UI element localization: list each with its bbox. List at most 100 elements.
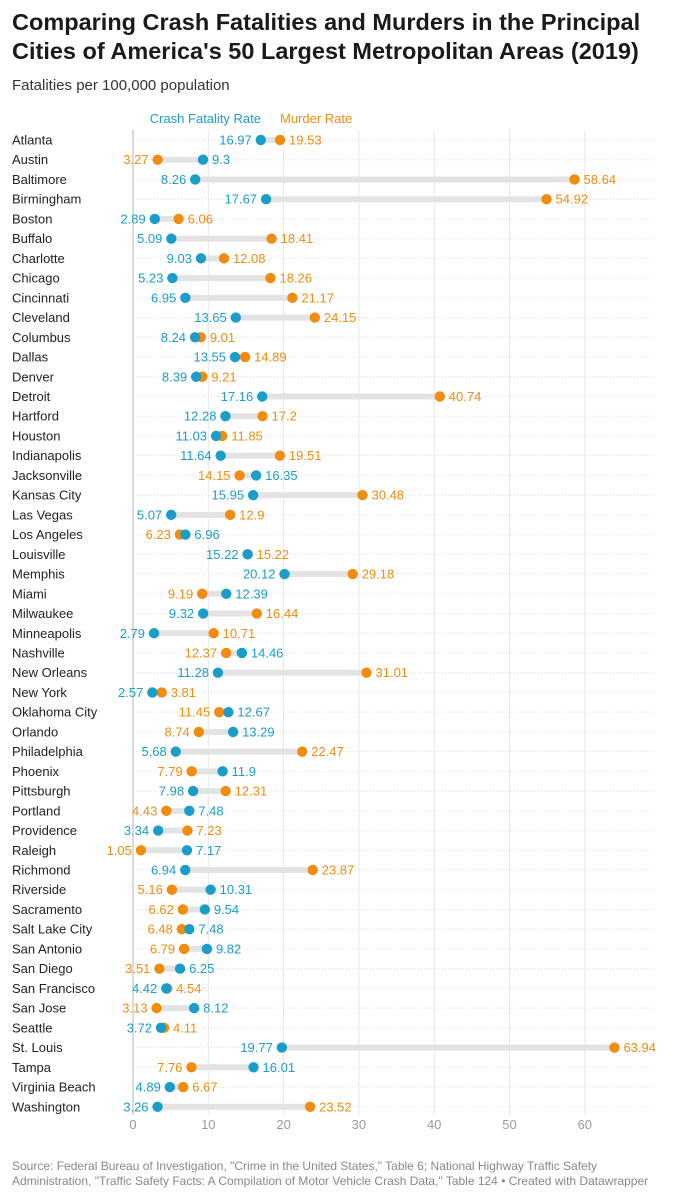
data-row: San Francisco 4.42 4.54 (12, 981, 201, 996)
category-label: Columbus (12, 330, 71, 345)
crash-value-label: 6.96 (194, 527, 219, 542)
crash-dot (197, 608, 209, 619)
crash-value-label: 8.24 (161, 330, 186, 345)
murder-dot (197, 588, 208, 599)
murder-value-label: 7.79 (157, 764, 182, 779)
murder-dot (257, 411, 268, 422)
crash-value-label: 6.25 (189, 961, 214, 976)
crash-dot (174, 963, 186, 974)
murder-value-label: 7.76 (157, 1060, 182, 1075)
data-row: Virginia Beach 4.89 6.67 (12, 1080, 218, 1095)
category-label: San Antonio (12, 941, 82, 956)
crash-value-label: 7.48 (198, 803, 223, 818)
category-label: Phoenix (12, 764, 59, 779)
data-row: Washington 3.26 23.52 (12, 1099, 352, 1114)
category-label: Portland (12, 803, 60, 818)
crash-value-label: 2.57 (118, 685, 143, 700)
crash-dot (180, 292, 191, 304)
x-axis: 0 10 20 30 40 50 60 (129, 1117, 592, 1132)
data-row: Riverside 5.16 10.31 (12, 882, 252, 897)
crash-dot (260, 193, 272, 205)
crash-dot (248, 1062, 259, 1073)
crash-dot (184, 805, 195, 817)
crash-dot (221, 588, 232, 599)
murder-value-label: 9.21 (211, 369, 236, 384)
category-label: Charlotte (12, 251, 65, 266)
crash-value-label: 11.28 (177, 665, 209, 680)
murder-value-label: 9.19 (168, 586, 193, 601)
category-label: Denver (12, 369, 55, 384)
murder-dot (161, 805, 172, 817)
crash-dot (189, 332, 201, 343)
category-label: Cleveland (12, 310, 70, 325)
murder-dot (307, 864, 318, 876)
crash-value-label: 9.32 (169, 606, 194, 621)
crash-dot (165, 509, 177, 521)
data-row: Chicago 5.23 18.26 (12, 271, 312, 286)
category-label: Tampa (12, 1060, 52, 1075)
murder-dot (208, 628, 219, 639)
crash-dot (180, 529, 191, 540)
crash-dot (170, 746, 181, 757)
crash-dot (217, 766, 228, 777)
data-row: Orlando 8.74 13.29 (12, 724, 275, 739)
data-row: Detroit 17.16 40.74 (12, 389, 481, 404)
murder-dot (224, 509, 236, 521)
crash-dot (188, 1002, 200, 1014)
crash-value-label: 5.09 (137, 231, 162, 246)
crash-value-label: 13.65 (194, 310, 227, 325)
data-row: Phoenix 7.79 11.9 (12, 764, 256, 779)
crash-dot (229, 351, 241, 363)
crash-value-label: 6.95 (151, 290, 176, 305)
murder-dot (177, 904, 189, 915)
data-row: Los Angeles 6.23 6.96 (12, 527, 220, 542)
murder-value-label: 24.15 (324, 310, 357, 325)
murder-value-label: 19.53 (289, 133, 322, 148)
murder-value-label: 30.48 (372, 488, 405, 503)
data-row: Jacksonville 14.15 16.35 (12, 468, 298, 483)
crash-dot (180, 864, 191, 876)
crash-value-label: 15.22 (206, 547, 239, 562)
murder-dot (182, 825, 193, 836)
murder-dot (287, 292, 298, 304)
murder-dot (347, 568, 358, 580)
data-row: San Jose 3.13 8.12 (12, 1001, 228, 1016)
murder-dot (214, 706, 225, 718)
crash-value-label: 12.67 (237, 705, 270, 720)
murder-dot (265, 272, 276, 284)
murder-value-label: 12.08 (233, 251, 266, 266)
category-label: Detroit (12, 389, 51, 404)
crash-dot (161, 983, 172, 994)
data-row: Oklahoma City 11.45 12.67 (12, 705, 270, 720)
murder-value-label: 8.74 (164, 724, 189, 739)
data-row: Pittsburgh 7.98 12.31 (12, 784, 267, 799)
data-row: Sacramento 6.62 9.54 (12, 902, 239, 917)
crash-value-label: 17.67 (225, 192, 258, 207)
data-row: Denver 8.39 9.21 (12, 369, 237, 384)
chart-title: Comparing Crash Fatalities and Murders i… (12, 9, 641, 64)
crash-value-label: 5.68 (141, 744, 166, 759)
crash-dot (166, 233, 177, 244)
category-label: Kansas City (12, 488, 82, 503)
murder-value-label: 3.51 (125, 961, 150, 976)
murder-dot (152, 154, 163, 165)
murder-value-label: 22.47 (311, 744, 344, 759)
category-label: San Francisco (12, 981, 95, 996)
crash-dot (230, 312, 241, 323)
murder-value-label: 3.27 (123, 152, 148, 167)
murder-value-label: 11.45 (179, 705, 211, 720)
x-tick-label: 10 (201, 1117, 215, 1132)
category-label: Seattle (12, 1020, 52, 1035)
data-row: Cleveland 13.65 24.15 (12, 310, 356, 325)
crash-dot (187, 785, 199, 797)
crash-value-label: 11.9 (232, 764, 256, 779)
murder-dot (186, 1062, 197, 1073)
crash-dot (152, 825, 164, 836)
crash-dot (152, 1101, 163, 1112)
crash-value-label: 16.35 (265, 468, 298, 483)
crash-dot (279, 568, 290, 580)
murder-dot (220, 647, 232, 659)
data-row: San Diego 3.51 6.25 (12, 961, 214, 976)
data-row: Kansas City 15.95 30.48 (12, 488, 404, 503)
data-row: Buffalo 5.09 18.41 (12, 231, 313, 246)
